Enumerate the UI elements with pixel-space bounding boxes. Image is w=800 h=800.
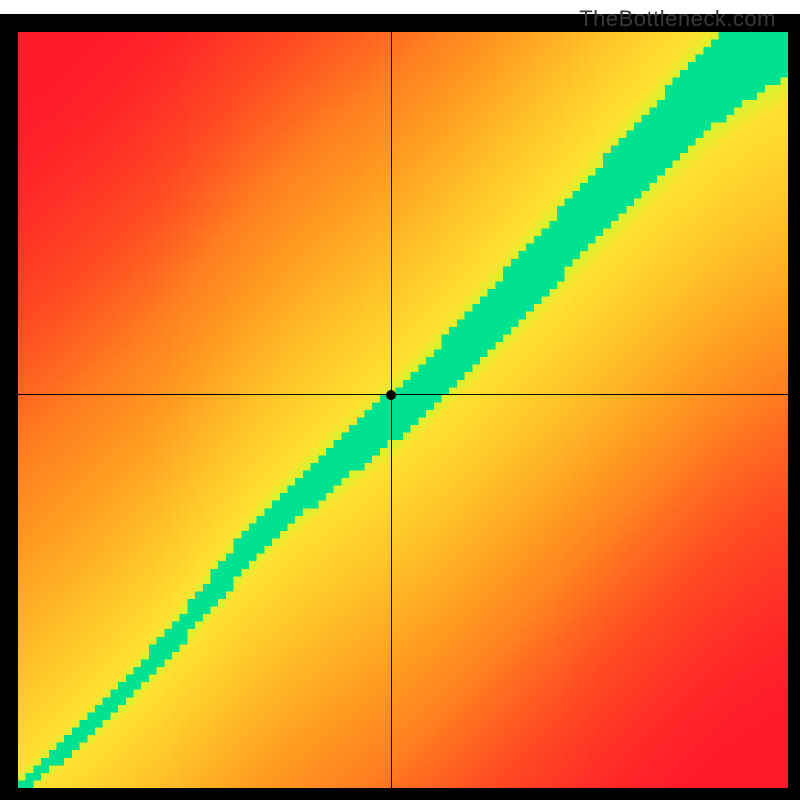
crosshair-marker — [386, 390, 396, 400]
chart-container: TheBottleneck.com — [0, 0, 800, 800]
border-left — [0, 14, 18, 800]
watermark-text: TheBottleneck.com — [579, 6, 776, 32]
border-bottom — [0, 788, 800, 800]
crosshair-horizontal — [18, 394, 788, 395]
crosshair-vertical — [391, 32, 392, 788]
border-right — [788, 14, 800, 800]
heatmap-canvas — [18, 32, 788, 788]
